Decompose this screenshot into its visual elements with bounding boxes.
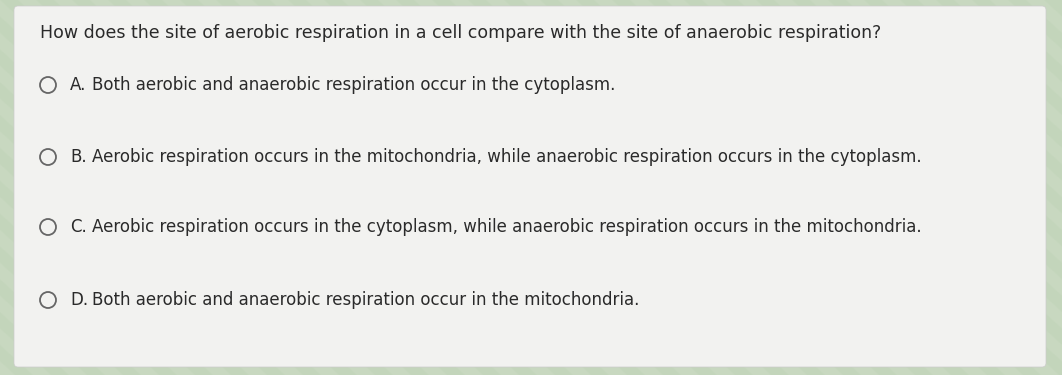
Polygon shape <box>0 0 393 375</box>
Polygon shape <box>684 0 1062 375</box>
Polygon shape <box>0 0 321 375</box>
Polygon shape <box>828 0 1062 375</box>
Polygon shape <box>648 0 1062 375</box>
Polygon shape <box>36 0 465 375</box>
Polygon shape <box>360 0 789 375</box>
Polygon shape <box>756 0 1062 375</box>
Polygon shape <box>396 0 825 375</box>
Polygon shape <box>0 0 249 375</box>
Polygon shape <box>0 0 285 375</box>
Polygon shape <box>216 0 645 375</box>
Polygon shape <box>1044 0 1062 375</box>
Polygon shape <box>468 0 897 375</box>
Polygon shape <box>936 0 1062 375</box>
Polygon shape <box>432 0 861 375</box>
Polygon shape <box>72 0 501 375</box>
Text: Aerobic respiration occurs in the cytoplasm, while anaerobic respiration occurs : Aerobic respiration occurs in the cytopl… <box>92 218 922 236</box>
Polygon shape <box>0 0 69 375</box>
Text: Both aerobic and anaerobic respiration occur in the mitochondria.: Both aerobic and anaerobic respiration o… <box>92 291 639 309</box>
Text: A.: A. <box>70 76 86 94</box>
Text: C.: C. <box>70 218 87 236</box>
Polygon shape <box>0 0 429 375</box>
Text: How does the site of aerobic respiration in a cell compare with the site of anae: How does the site of aerobic respiration… <box>40 24 881 42</box>
Text: B.: B. <box>70 148 87 166</box>
Polygon shape <box>179 0 609 375</box>
Polygon shape <box>0 0 177 375</box>
Polygon shape <box>900 0 1062 375</box>
Polygon shape <box>0 0 357 375</box>
Polygon shape <box>864 0 1062 375</box>
Polygon shape <box>324 0 753 375</box>
Polygon shape <box>1008 0 1062 375</box>
Polygon shape <box>720 0 1062 375</box>
Polygon shape <box>539 0 969 375</box>
Polygon shape <box>288 0 717 375</box>
Polygon shape <box>108 0 537 375</box>
Polygon shape <box>0 0 105 375</box>
Polygon shape <box>144 0 573 375</box>
Polygon shape <box>576 0 1005 375</box>
Text: Aerobic respiration occurs in the mitochondria, while anaerobic respiration occu: Aerobic respiration occurs in the mitoch… <box>92 148 922 166</box>
Text: D.: D. <box>70 291 88 309</box>
Polygon shape <box>252 0 681 375</box>
FancyBboxPatch shape <box>14 6 1046 367</box>
Polygon shape <box>0 0 33 375</box>
Polygon shape <box>504 0 933 375</box>
Polygon shape <box>972 0 1062 375</box>
Polygon shape <box>792 0 1062 375</box>
Polygon shape <box>0 0 213 375</box>
Text: Both aerobic and anaerobic respiration occur in the cytoplasm.: Both aerobic and anaerobic respiration o… <box>92 76 615 94</box>
Polygon shape <box>0 0 141 375</box>
Polygon shape <box>612 0 1041 375</box>
